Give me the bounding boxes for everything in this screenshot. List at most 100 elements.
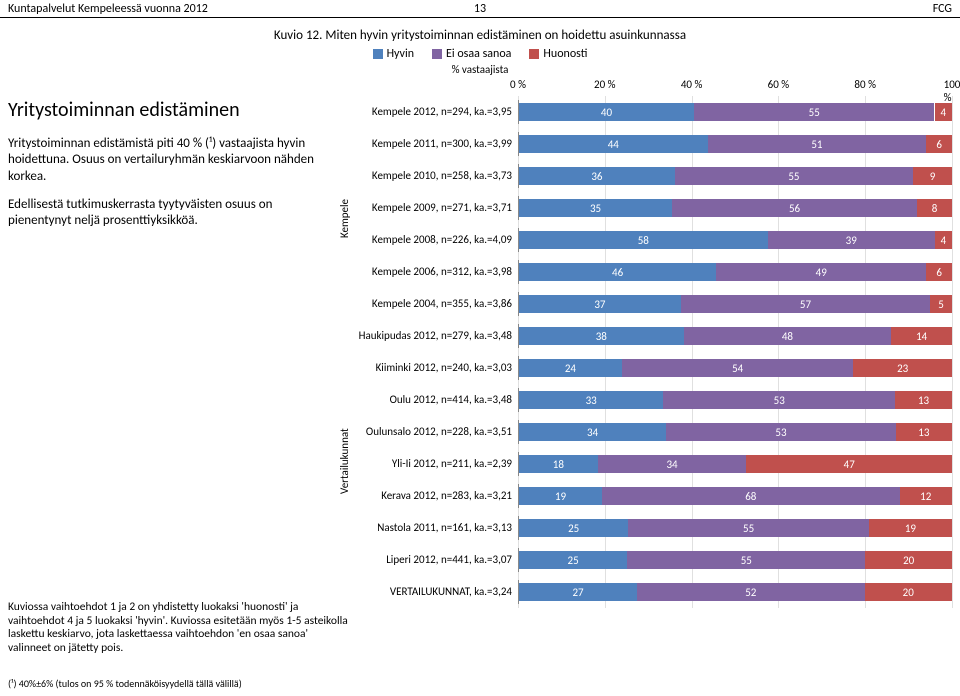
chart-row: Kempele 2010, n=258, ka.=3,7336559 (348, 160, 952, 192)
bar-area: 44516 (518, 132, 952, 156)
bar-segment: 46 (519, 263, 716, 281)
axis-tick: 20 % (594, 78, 616, 91)
bar-segment: 55 (694, 103, 935, 121)
bar-area: 255519 (518, 516, 952, 540)
bar-segment: 20 (865, 551, 952, 569)
y-group-label: Kempele (338, 199, 351, 238)
legend-swatch (529, 49, 539, 59)
chart-row: Kempele 2008, n=226, ka.=4,0958394 (348, 224, 952, 256)
bar-segment: 18 (519, 455, 598, 473)
row-label: Kempele 2011, n=300, ka.=3,99 (348, 138, 518, 150)
bar-area: 37575 (518, 292, 952, 316)
legend-swatch (432, 49, 442, 59)
bar-area: 35568 (518, 196, 952, 220)
row-label: Kiiminki 2012, n=240, ka.=3,03 (348, 362, 518, 374)
x-axis-label: % vastaajista (0, 63, 960, 76)
bar-segment: 5 (930, 295, 952, 313)
bar-segment: 6 (926, 135, 952, 153)
bar-area: 384814 (518, 324, 952, 348)
bar-segment: 23 (853, 359, 952, 377)
axis-tick: 80 % (854, 78, 876, 91)
bar-segment: 39 (768, 231, 935, 249)
chart-row: Kempele 2009, n=271, ka.=3,7135568 (348, 192, 952, 224)
row-label: Kempele 2009, n=271, ka.=3,71 (348, 202, 518, 214)
bar-segment: 51 (708, 135, 927, 153)
axis-tick: 60 % (768, 78, 790, 91)
chart-row: Oulu 2012, n=414, ka.=3,48335313 (348, 384, 952, 416)
row-label: Kempele 2006, n=312, ka.=3,98 (348, 266, 518, 278)
bar-segment: 54 (622, 359, 854, 377)
bar-segment: 4 (935, 103, 952, 121)
bar-segment: 58 (519, 231, 768, 249)
bar-segment: 35 (519, 199, 672, 217)
row-label: Kempele 2010, n=258, ka.=3,73 (348, 170, 518, 182)
bar-area: 345313 (518, 420, 952, 444)
row-label: Oulu 2012, n=414, ka.=3,48 (348, 394, 518, 406)
row-label: Kempele 2004, n=355, ka.=3,86 (348, 298, 518, 310)
bar-segment: 27 (519, 583, 637, 601)
bar-segment: 6 (926, 263, 952, 281)
bar-segment: 38 (519, 327, 684, 345)
bar-area: 275220 (518, 580, 952, 604)
chart-row: Nastola 2011, n=161, ka.=3,13255519 (348, 512, 952, 544)
bar-segment: 55 (627, 551, 865, 569)
paragraph: Yritystoiminnan edistämistä piti 40 % (¹… (8, 136, 338, 185)
chart-area: 0 %20 %40 %60 %80 %100 % Kempele 2012, n… (348, 78, 952, 608)
row-label: VERTAILUKUNNAT, ka.=3,24 (348, 586, 518, 598)
header-right: FCG (933, 2, 952, 16)
page-number: 13 (474, 2, 486, 16)
bar-segment: 49 (716, 263, 926, 281)
y-group-label: Vertailukunnat (338, 428, 351, 494)
bar-segment: 9 (913, 167, 952, 185)
chart-row: Kiiminki 2012, n=240, ka.=3,03245423 (348, 352, 952, 384)
bar-segment: 55 (628, 519, 869, 537)
row-label: Nastola 2011, n=161, ka.=3,13 (348, 522, 518, 534)
bar-segment: 34 (598, 455, 747, 473)
bar-segment: 53 (666, 423, 895, 441)
chart-row: Oulunsalo 2012, n=228, ka.=3,51345313 (348, 416, 952, 448)
row-label: Yli-Ii 2012, n=211, ka.=2,39 (348, 458, 518, 470)
row-label: Haukipudas 2012, n=279, ka.=3,48 (348, 330, 518, 342)
bar-segment: 40 (519, 103, 694, 121)
chart-row: Kempele 2004, n=355, ka.=3,8637575 (348, 288, 952, 320)
bar-area: 40554 (518, 100, 952, 124)
chart-row: Yli-Ii 2012, n=211, ka.=2,39183447 (348, 448, 952, 480)
bar-segment: 20 (865, 583, 952, 601)
chart-row: Haukipudas 2012, n=279, ka.=3,48384814 (348, 320, 952, 352)
bar-area: 335313 (518, 388, 952, 412)
legend: Hyvin Ei osaa sanoa Huonosti (0, 47, 960, 61)
bar-segment: 52 (637, 583, 864, 601)
bar-segment: 8 (917, 199, 952, 217)
bar-area: 183447 (518, 452, 952, 476)
section-heading: Yritystoiminnan edistäminen (8, 98, 338, 122)
legend-item: Huonosti (529, 47, 587, 61)
chart-rows: Kempele 2012, n=294, ka.=3,9540554Kempel… (348, 96, 952, 608)
bar-segment: 44 (519, 135, 708, 153)
bar-segment: 55 (675, 167, 913, 185)
bar-area: 36559 (518, 164, 952, 188)
chart-row: Liperi 2012, n=441, ka.=3,07255520 (348, 544, 952, 576)
bar-segment: 13 (896, 423, 952, 441)
axis-tick: 40 % (681, 78, 703, 91)
bar-segment: 24 (519, 359, 622, 377)
bar-segment: 56 (672, 199, 917, 217)
chart-row: Kempele 2011, n=300, ka.=3,9944516 (348, 128, 952, 160)
paragraph: Edellisestä tutkimuskerrasta tyytyväiste… (8, 197, 338, 230)
chart-title: Kuvio 12. Miten hyvin yritystoiminnan ed… (0, 28, 960, 43)
chart-row: Kempele 2006, n=312, ka.=3,9846496 (348, 256, 952, 288)
bar-area: 255520 (518, 548, 952, 572)
bar-segment: 47 (746, 455, 952, 473)
row-label: Kempele 2012, n=294, ka.=3,95 (348, 106, 518, 118)
footnote: (¹) 40%±6% (tulos on 95 % todennäköisyyd… (8, 677, 242, 690)
bar-segment: 25 (519, 519, 628, 537)
bar-segment: 13 (895, 391, 952, 409)
bar-area: 196812 (518, 484, 952, 508)
bar-area: 245423 (518, 356, 952, 380)
row-label: Kempele 2008, n=226, ka.=4,09 (348, 234, 518, 246)
legend-swatch (373, 49, 383, 59)
row-label: Kerava 2012, n=283, ka.=3,21 (348, 490, 518, 502)
bar-segment: 19 (519, 487, 602, 505)
bar-segment: 68 (602, 487, 899, 505)
bar-segment: 53 (663, 391, 895, 409)
axis-ticks: 0 %20 %40 %60 %80 %100 % (518, 78, 952, 96)
